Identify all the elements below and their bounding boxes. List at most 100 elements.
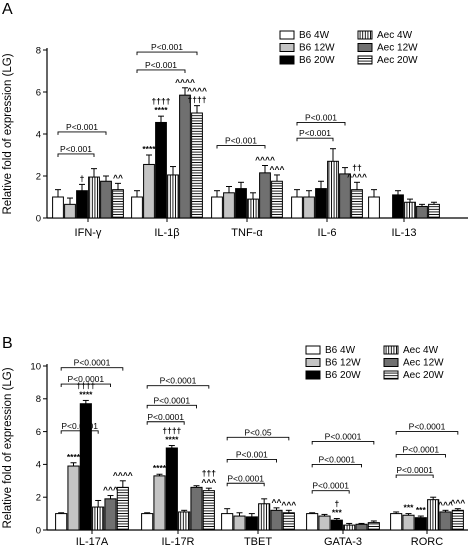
legend-label: Aec 4W [403,345,439,356]
category-label: IL-6 [318,227,337,239]
bar [112,189,124,219]
legend-label: Aec 20W [403,370,444,381]
significance-bracket [216,145,266,149]
y-tick-label: 4 [36,129,41,140]
p-value-label: P<0.0001 [154,395,191,405]
legend-swatch [279,43,295,52]
bar [351,189,363,219]
significance-bracket [57,153,95,157]
bar [451,509,464,531]
p-value-label: P<0.001 [299,128,331,138]
bar [291,196,303,219]
bar [318,515,331,531]
category-label: IL-17A [76,536,109,548]
y-tick-label: 2 [36,493,41,504]
legend-label: Aec 12W [403,358,444,369]
p-value-label: P<0.0001 [74,358,111,368]
bar [367,522,380,531]
bar [233,515,246,531]
legend-swatch [357,55,373,65]
category-label: TNF-α [231,227,263,239]
p-value-label: P<0.0001 [147,412,184,422]
bar [223,192,235,219]
category-label: GATA-3 [324,536,362,548]
legend-label: B6 4W [299,30,330,41]
significance-mark: ^^^ [270,164,285,174]
significance-bracket [57,131,107,135]
bar [315,188,327,219]
bar [179,94,191,219]
p-value-label: P<0.05 [244,427,271,437]
bar [88,176,100,219]
bar [414,517,427,531]
significance-bracket [60,367,124,371]
p-value-label: P<0.001 [225,136,257,146]
bar [245,516,258,531]
significance-mark: ^^^^ [187,86,207,96]
bar [116,486,129,531]
bar [258,503,271,531]
significance-bracket [136,51,198,56]
significance-bracket [226,459,277,463]
p-value-label: P<0.001 [236,449,268,459]
y-axis-label: Relative fold of expression (LG) [2,367,14,528]
legend-swatch [357,30,373,40]
y-tick-label: 6 [36,87,41,98]
y-tick-label: 4 [36,460,41,471]
significance-mark: †† [352,162,362,172]
panel-label: A [2,1,13,18]
legend-swatch [279,55,295,65]
bar [165,447,178,531]
significance-bracket [395,454,446,458]
bar [100,180,112,219]
category-label: IL-17R [161,536,194,548]
category-label: TBET [244,536,272,548]
significance-mark: ^^^ [103,485,118,495]
y-tick-label: 8 [36,45,41,56]
bar [390,513,403,531]
significance-bracket [226,482,265,487]
p-value-label: P<0.0001 [403,445,440,455]
bar [303,196,315,219]
bar [211,196,223,219]
significance-mark: **** [154,105,168,115]
bar [141,513,154,531]
significance-mark: **** [165,435,179,445]
significance-mark: ^^^ [438,499,453,509]
legend-label: B6 12W [299,43,335,54]
bar [330,519,343,531]
p-value-label: P<0.001 [66,122,98,132]
significance-bracket [296,122,346,126]
significance-mark: **** [153,463,167,473]
bar [404,201,416,219]
category-label: IL-1β [154,227,179,239]
significance-bracket [146,404,197,409]
significance-mark: † [80,173,85,183]
legend-swatch [305,370,321,380]
legend-swatch [279,30,295,40]
bar [104,498,117,531]
bar [402,514,415,531]
y-tick-label: 10 [30,361,41,372]
bar [416,205,428,219]
significance-mark: ^^ [272,497,282,507]
significance-mark: ^^^^ [255,155,275,165]
p-value-label: P<0.001 [145,60,177,70]
significance-mark: ^^^ [201,477,216,487]
bar [282,512,295,531]
bar [153,475,166,531]
bar [167,174,179,219]
significance-mark: ^^^ [281,499,296,509]
significance-mark: **** [79,389,93,399]
significance-mark: †††† [162,426,181,436]
bar [392,194,404,219]
bar [343,524,356,531]
bar [143,163,155,219]
significance-mark: ^^^ [450,498,465,508]
bar [428,203,440,219]
p-value-label: P<0.001 [305,112,337,122]
p-value-label: P<0.001 [151,42,183,52]
significance-mark: *** [416,505,427,515]
significance-bracket [311,440,375,445]
